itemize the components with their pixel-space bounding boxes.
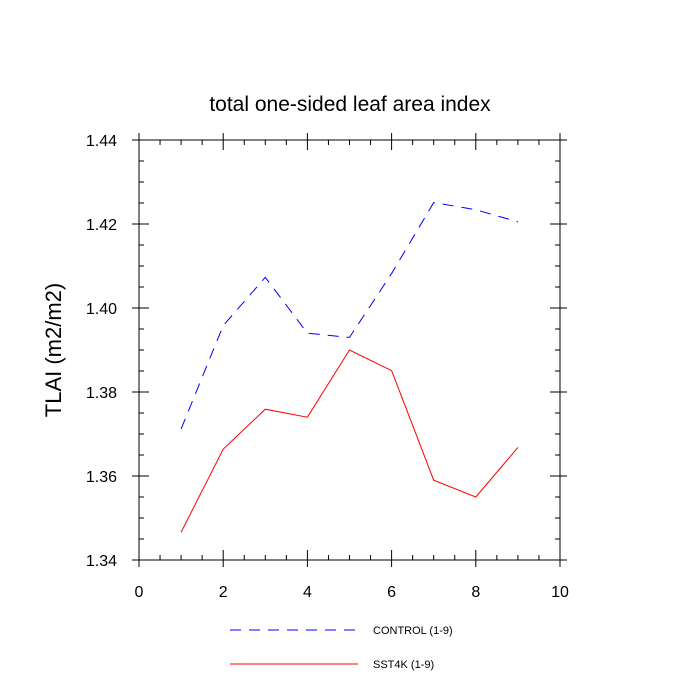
legend-label: CONTROL (1-9) [373, 625, 453, 637]
x-tick-labels: 0 2 4 6 8 10 [135, 584, 569, 601]
x-tick-label: 8 [471, 584, 480, 601]
x-tick-label: 6 [387, 584, 396, 601]
y-tick-label: 1.34 [86, 553, 117, 570]
y-tick-labels: 1.34 1.36 1.38 1.40 1.42 1.44 [86, 133, 117, 570]
y-axis-label: TLAI (m2/m2) [41, 283, 66, 417]
x-tick-label: 0 [135, 584, 144, 601]
plot-axes [132, 133, 567, 567]
series-line-sst4k [180, 349, 519, 533]
chart-title: total one-sided leaf area index [209, 93, 491, 116]
series-line-control [180, 202, 519, 430]
y-tick-label: 1.40 [86, 301, 117, 318]
legend-label: SST4K (1-9) [373, 659, 434, 671]
legend: CONTROL (1-9) SST4K (1-9) [230, 625, 453, 671]
y-tick-label: 1.42 [86, 217, 117, 234]
series-lines [180, 202, 519, 533]
y-tick-label: 1.36 [86, 469, 117, 486]
x-tick-label: 4 [303, 584, 312, 601]
x-tick-label: 10 [551, 584, 569, 601]
y-tick-label: 1.38 [86, 385, 117, 402]
x-tick-label: 2 [219, 584, 228, 601]
y-tick-label: 1.44 [86, 133, 117, 150]
